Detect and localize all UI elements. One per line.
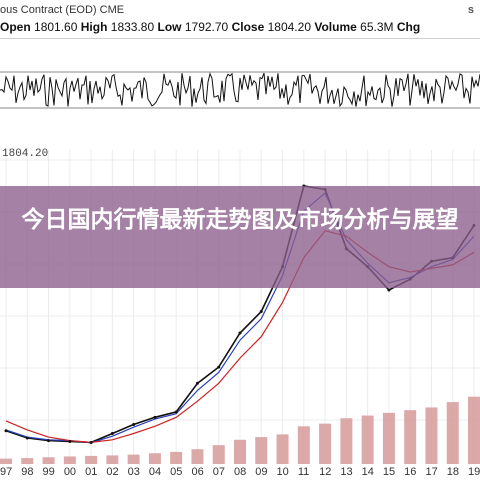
title-overlay: 今日国内行情最新走势图及市场分析与展望 <box>0 186 480 288</box>
low-value: 1792.70 <box>184 20 229 34</box>
chg-label: Chg <box>396 20 421 34</box>
overlay-title: 今日国内行情最新走势图及市场分析与展望 <box>21 207 459 233</box>
volume-bar <box>361 415 374 464</box>
x-tick-label: 13 <box>340 466 353 478</box>
volume-bar <box>404 410 417 464</box>
volume-bar <box>21 458 34 464</box>
volume-bar <box>148 453 161 464</box>
price-point <box>238 331 242 335</box>
open-value: 1801.60 <box>34 20 78 34</box>
volume-label: Volume <box>314 20 357 34</box>
x-tick-label: 12 <box>319 466 332 478</box>
volume-value: 65.3M <box>360 20 394 34</box>
volume-bar <box>191 449 204 464</box>
exchange-name: CME <box>99 4 125 16</box>
price-point <box>217 365 221 369</box>
x-tick-label: 10 <box>276 466 289 478</box>
volume-bar <box>255 437 268 464</box>
volume-bar <box>446 402 459 464</box>
high-label: High <box>80 20 108 34</box>
oscillator-line <box>0 72 480 108</box>
open-label: Open <box>0 20 31 34</box>
x-tick-label: 00 <box>63 466 77 478</box>
price-point <box>25 436 29 440</box>
ohlc-line: Open 1801.60 High 1833.80 Low 1792.70 Cl… <box>0 20 420 34</box>
price-point <box>47 439 51 443</box>
x-tick-label: 09 <box>255 466 268 478</box>
volume-bar <box>170 451 183 464</box>
quote-header: ous Contract (EOD) CME s Open 1801.60 Hi… <box>0 0 480 39</box>
x-tick-label: 17 <box>425 466 438 478</box>
price-point <box>387 288 391 292</box>
close-label: Close <box>231 20 265 34</box>
volume-bar <box>127 454 140 464</box>
close-value: 1804.20 <box>267 20 311 34</box>
x-tick-label: 01 <box>85 466 98 478</box>
brand-partial: s <box>467 4 474 16</box>
contract-title: ous Contract (EOD) CME <box>0 4 124 16</box>
x-tick-label: 04 <box>148 466 162 478</box>
x-tick-label: 03 <box>127 466 140 478</box>
x-tick-label: 19 <box>468 466 480 478</box>
volume-bar <box>276 434 289 464</box>
x-tick-label: 98 <box>21 466 34 478</box>
x-tick-label: 18 <box>446 466 459 478</box>
last-price-label: 1804.20 <box>2 148 49 160</box>
price-point <box>174 410 178 414</box>
volume-bar <box>0 458 12 464</box>
volume-bar <box>297 426 310 464</box>
price-point <box>153 415 157 419</box>
volume-bar <box>212 445 225 464</box>
x-axis: 97 98 99 00 01 02 03 04 05 06 07 08 09 10 11 12 13 14 15 16… <box>0 464 480 480</box>
price-point <box>89 440 93 444</box>
price-point <box>110 431 114 435</box>
price-point <box>4 429 8 433</box>
volume-bar <box>63 456 76 464</box>
x-tick-label: 06 <box>191 466 204 478</box>
x-tick-label: 11 <box>297 466 310 478</box>
price-point <box>259 310 263 313</box>
x-tick-label: 15 <box>382 466 396 478</box>
x-tick-label: 97 <box>0 466 13 478</box>
volume-bar <box>85 455 98 464</box>
volume-bar <box>468 396 480 464</box>
volume-bar <box>425 407 438 464</box>
price-point <box>195 381 199 385</box>
x-tick-label: 07 <box>212 466 225 478</box>
volume-bar <box>234 439 246 464</box>
x-tick-label: 99 <box>42 466 55 478</box>
x-tick-label: 05 <box>170 466 183 478</box>
x-tick-label: 14 <box>361 466 374 478</box>
low-label: Low <box>157 20 182 34</box>
volume-bar <box>106 455 119 464</box>
price-point <box>68 440 72 444</box>
x-tick-label: 08 <box>234 466 247 478</box>
volume-bar <box>42 457 55 464</box>
price-point <box>132 423 136 427</box>
volume-bar <box>340 418 353 464</box>
x-tick-label: 02 <box>106 466 119 478</box>
volume-bar <box>319 423 332 464</box>
high-value: 1833.80 <box>110 20 155 34</box>
x-tick-label: 16 <box>404 466 417 478</box>
contract-name: ous Contract (EOD) <box>0 4 97 16</box>
volume-bar <box>382 412 395 464</box>
